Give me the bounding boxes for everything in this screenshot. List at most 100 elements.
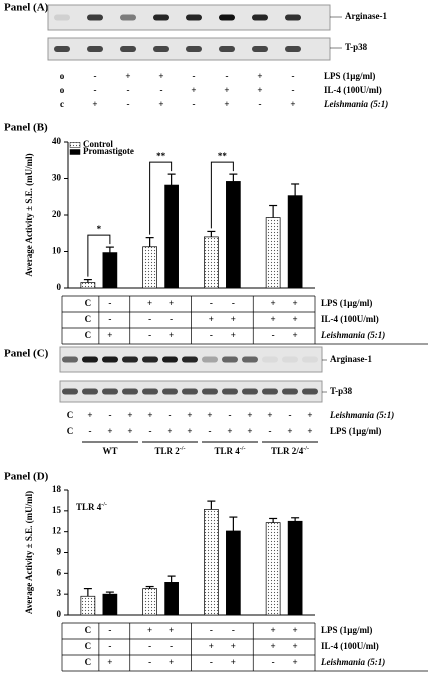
bar [102,252,118,289]
blot-band [262,388,278,395]
cell: - [259,99,262,109]
blot-band [202,388,218,395]
cell: + [231,641,236,651]
band-label: T-p38 [345,42,368,52]
blot-band [162,356,178,363]
blot-band [82,388,98,395]
blot-band [87,14,103,21]
cell: - [108,314,111,324]
y-tick-label: 0 [57,609,62,619]
blot-band [122,356,138,363]
cell: + [169,298,174,308]
cell: + [169,657,174,667]
cell: - [232,625,235,635]
label: TLR 4-/- [76,502,107,512]
cell: - [169,410,172,420]
cell: C [67,426,74,436]
blot-band [302,356,318,363]
bar [204,509,219,616]
row-label: IL-4 (100U/ml) [324,85,382,95]
row-label: LPS (1µg/ml) [324,71,375,81]
bar [102,593,118,616]
error-bar [229,173,238,182]
blot-band [153,46,169,52]
cell: + [191,85,196,95]
cell: + [187,426,192,436]
cell: - [170,314,173,324]
blot-band [285,14,301,21]
significance: ** [156,151,166,161]
label-text: TLR 2/4 [271,446,304,456]
cell: + [87,410,92,420]
cell: + [224,85,229,95]
cell: + [267,410,272,420]
cell: + [227,426,232,436]
cell: - [160,85,163,95]
cell: o [60,85,65,95]
cell: - [292,85,295,95]
cell: - [148,314,151,324]
legend-swatch [69,142,81,148]
blot-band [120,46,136,52]
cell: - [94,85,97,95]
band-label: Arginase-1 [345,11,387,21]
label-sup: -/- [240,446,246,452]
blot-band [262,356,278,363]
blot-band [82,356,98,363]
error-bar [207,230,216,237]
cell: - [148,641,151,651]
cell: - [109,410,112,420]
cell: - [148,657,151,667]
y-tick-label: 18 [52,484,62,494]
bar [80,595,96,616]
cell: - [210,298,213,308]
cell: - [289,410,292,420]
bracket [149,161,173,235]
cell: + [107,657,112,667]
panel-label: Panel (C) [4,348,49,360]
error-bar [105,246,114,253]
cell: + [307,426,312,436]
blot-band [242,356,258,363]
cell: + [231,314,236,324]
cell: C [85,641,92,651]
cell: + [209,641,214,651]
significance: * [97,224,102,234]
cell: - [108,298,111,308]
label-sup: -/- [303,446,309,452]
cell: + [257,71,262,81]
cell: + [224,99,229,109]
cell: + [147,410,152,420]
label-sup: -/- [101,502,107,508]
error-bar [291,517,300,522]
cell: + [293,641,298,651]
y-tick-label: 6 [57,567,62,577]
cell: - [108,625,111,635]
cell: - [148,330,151,340]
cell: + [169,330,174,340]
blot-band [282,356,298,363]
blot-band [186,46,202,52]
y-tick-label: 30 [52,173,62,183]
y-axis-label: Average Activity ± S.E. (mU/ml) [24,491,34,614]
cell: - [170,641,173,651]
cell: + [107,426,112,436]
cell: + [187,410,192,420]
bar [287,520,303,616]
cell: + [293,657,298,667]
cell: + [271,641,276,651]
row-label: Leishmania (5:1) [320,657,385,667]
y-tick-label: 9 [57,547,62,557]
bar [142,246,157,289]
cell: + [92,99,97,109]
cell: + [293,625,298,635]
bar [164,184,179,289]
row-label: LPS (1µg/ml) [321,625,372,635]
y-axis-label: Average Activity ± S.E. (mU/ml) [24,153,34,276]
error-bar [269,204,278,218]
cell: + [125,71,130,81]
blot-band [282,388,298,395]
cell: + [231,657,236,667]
cell: + [247,426,252,436]
